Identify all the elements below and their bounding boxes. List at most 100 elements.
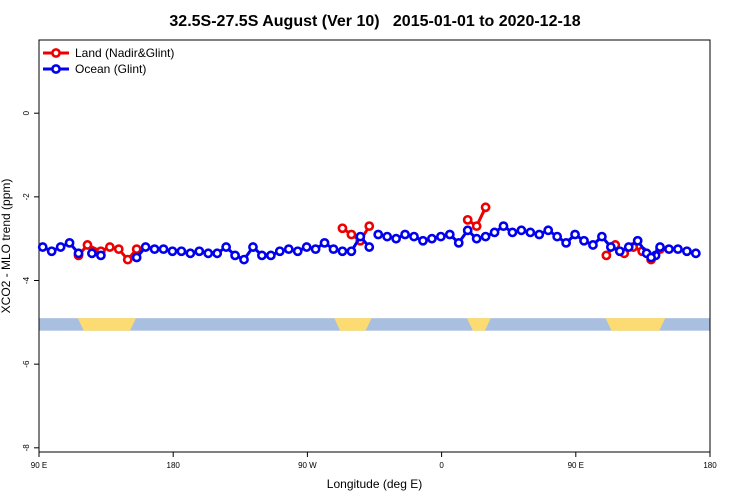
data-point xyxy=(471,233,482,244)
legend-marker xyxy=(51,64,61,74)
data-point xyxy=(507,227,518,238)
data-point xyxy=(337,246,348,257)
land-ocean-mask xyxy=(39,318,710,331)
data-point xyxy=(690,248,701,259)
data-point xyxy=(140,242,151,252)
axes: 90 E 180 90 W 0 90 E 180 0 -2 -4 -6 -8 xyxy=(22,110,717,470)
data-point xyxy=(131,244,142,255)
data-point xyxy=(248,242,258,252)
y-axis-label: XCO2 - MLO trend (ppm) xyxy=(0,179,13,314)
data-point xyxy=(122,254,133,265)
data-point xyxy=(498,221,509,232)
data-point xyxy=(310,244,321,255)
data-point xyxy=(516,225,527,236)
data-point xyxy=(328,244,339,255)
data-point xyxy=(46,246,57,257)
x-tick-label: 90 E xyxy=(31,461,47,470)
data-point xyxy=(561,237,572,248)
series xyxy=(37,221,701,265)
data-point xyxy=(194,246,205,257)
data-point xyxy=(292,246,303,257)
x-tick-label: 0 xyxy=(439,461,444,470)
data-point xyxy=(203,248,214,259)
land-segment xyxy=(605,318,666,331)
data-point xyxy=(319,237,330,248)
ocean-band xyxy=(39,318,710,331)
data-point xyxy=(64,237,75,248)
data-point xyxy=(257,250,267,261)
data-point xyxy=(462,214,473,225)
data-point xyxy=(158,244,169,255)
data-point xyxy=(579,235,589,246)
data-point xyxy=(239,254,249,265)
data-point xyxy=(489,227,500,238)
x-tick-label: 180 xyxy=(167,461,181,470)
data-point xyxy=(605,242,616,252)
data-point xyxy=(283,244,294,255)
x-tick-label: 90 W xyxy=(298,461,317,470)
y-tick-label: -6 xyxy=(22,360,31,368)
data-point xyxy=(471,221,482,232)
data-point xyxy=(265,250,276,261)
data-point xyxy=(552,231,563,242)
data-point xyxy=(543,225,554,236)
data-point xyxy=(301,242,312,252)
legend-label: Land (Nadir&Glint) xyxy=(75,46,174,60)
data-point xyxy=(444,229,455,240)
data-point xyxy=(113,244,124,255)
data-point xyxy=(646,252,657,263)
y-tick-label: -2 xyxy=(22,193,31,201)
data-point xyxy=(418,235,428,246)
data-point xyxy=(480,231,491,242)
data-point xyxy=(230,250,240,261)
data-point xyxy=(104,242,115,252)
data-point xyxy=(337,223,348,234)
land-segment xyxy=(466,318,491,331)
data-point xyxy=(382,231,393,242)
data-point xyxy=(95,250,106,261)
data-point xyxy=(525,227,536,238)
y-tick-label: -4 xyxy=(22,276,31,284)
data-point xyxy=(364,221,375,232)
data-point xyxy=(274,246,285,257)
data-point xyxy=(373,229,384,240)
data-point xyxy=(346,229,357,240)
data-point xyxy=(435,231,446,242)
data-point xyxy=(221,242,232,252)
y-tick-label: -8 xyxy=(22,444,31,452)
data-point xyxy=(632,235,643,246)
data-point xyxy=(596,231,607,242)
data-point xyxy=(212,248,223,259)
x-axis-label: Longitude (deg E) xyxy=(327,477,422,491)
data-point xyxy=(185,248,196,259)
data-point xyxy=(82,240,93,250)
land-segment xyxy=(334,318,372,331)
data-point xyxy=(655,242,665,252)
data-point xyxy=(355,231,366,242)
data-point xyxy=(462,225,473,236)
data-point xyxy=(176,246,187,257)
data-point xyxy=(534,229,545,240)
data-series xyxy=(37,202,701,265)
data-point xyxy=(37,242,48,252)
data-point xyxy=(346,246,357,257)
chart-title: 32.5S-27.5S August (Ver 10) 2015-01-01 t… xyxy=(169,13,580,30)
data-point xyxy=(87,248,97,259)
data-point xyxy=(664,244,674,255)
data-point xyxy=(131,252,142,263)
data-point xyxy=(453,237,464,248)
data-point xyxy=(391,233,402,244)
x-tick-label: 180 xyxy=(703,461,717,470)
legend: Land (Nadir&Glint) Ocean (Glint) xyxy=(43,46,174,76)
x-tick-label: 90 E xyxy=(568,461,584,470)
data-point xyxy=(73,248,84,259)
data-point xyxy=(409,231,419,242)
data-point xyxy=(149,244,160,255)
data-point xyxy=(673,244,683,255)
land-segment xyxy=(77,318,136,331)
data-point xyxy=(364,242,375,252)
data-point xyxy=(167,246,178,257)
data-point xyxy=(55,242,66,252)
data-point xyxy=(588,240,598,250)
